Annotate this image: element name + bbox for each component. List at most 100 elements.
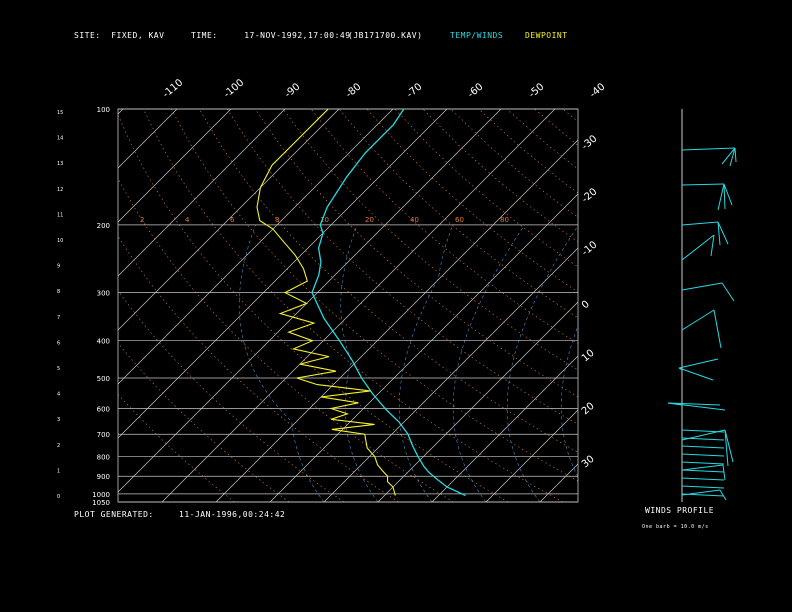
isotherm-line xyxy=(594,109,792,502)
wind-barb xyxy=(681,469,725,473)
dry-adiabat xyxy=(118,177,454,502)
height-km-label: 0 xyxy=(57,494,60,500)
dry-adiabat xyxy=(394,109,578,268)
wind-barb-feather xyxy=(713,309,722,349)
wind-barb xyxy=(681,234,715,261)
dry-adiabat xyxy=(118,235,399,502)
wind-barb xyxy=(681,485,725,489)
height-km-label: 8 xyxy=(57,289,60,295)
isotherm-line xyxy=(118,109,394,385)
height-km-label: 14 xyxy=(57,136,63,142)
wind-barb xyxy=(681,282,723,291)
temp-right-label: 30 xyxy=(580,454,597,471)
wind-barb xyxy=(681,309,715,331)
wind-barb-feather xyxy=(710,234,715,257)
temp-top-label: -80 xyxy=(344,81,364,100)
isotherm-line xyxy=(269,193,578,502)
time-label: TIME: xyxy=(191,31,218,40)
dry-adiabat xyxy=(450,109,578,218)
wind-barb-feather xyxy=(717,221,729,245)
wind-barb-feather xyxy=(717,183,725,211)
pressure-tick-label: 900 xyxy=(97,473,110,481)
temp-top-label: -100 xyxy=(222,77,246,100)
time-value: 17-NOV-1992,17:00:49 xyxy=(244,31,351,40)
temp-top-label: -50 xyxy=(527,81,547,100)
isotherm-line xyxy=(161,109,556,502)
height-km-label: 10 xyxy=(57,238,63,244)
pressure-tick-label: 400 xyxy=(97,338,110,346)
wind-barb-feather xyxy=(724,429,729,467)
pressure-tick-label: 1000 xyxy=(92,491,110,499)
wind-barb xyxy=(681,429,725,433)
dry-adiabat xyxy=(282,109,578,371)
isotherm-line xyxy=(485,409,578,502)
height-km-label: 11 xyxy=(57,212,63,218)
plot-frame xyxy=(117,108,579,503)
mixing-ratio-label: 80 xyxy=(500,216,509,224)
wind-barb xyxy=(681,221,719,226)
legend-temp-winds: TEMP/WINDS xyxy=(450,31,504,40)
moist-adiabat xyxy=(452,224,525,502)
height-km-label: 6 xyxy=(57,340,60,346)
dry-adiabat xyxy=(422,109,578,243)
dry-adiabat xyxy=(338,109,578,319)
isotherm-line xyxy=(118,109,286,277)
site-label: SITE: xyxy=(74,31,101,40)
temp-right-label: -10 xyxy=(580,239,600,258)
temperature-line xyxy=(311,108,466,497)
pressure-tick-label: 700 xyxy=(97,431,110,439)
pressure-tick-label: 100 xyxy=(97,106,110,114)
temp-top-label: -90 xyxy=(283,81,303,100)
file-name: (JB171700.KAV) xyxy=(348,31,423,40)
wind-barb xyxy=(681,147,736,151)
wind-barb xyxy=(681,461,725,465)
wind-barb xyxy=(681,493,725,497)
wind-barb-feather xyxy=(722,464,726,481)
temp-right-label: -20 xyxy=(580,186,600,205)
isotherm-line xyxy=(431,355,578,502)
dry-adiabat xyxy=(619,109,792,502)
wind-barb-feather xyxy=(719,489,727,501)
dry-adiabat xyxy=(534,109,578,146)
winds-profile-note: One barb = 10.0 m/s xyxy=(642,524,709,530)
temp-right-label: -30 xyxy=(580,133,600,152)
temp-right-label: 10 xyxy=(580,348,597,365)
isotherm-line xyxy=(323,247,578,502)
dry-adiabat xyxy=(562,109,578,122)
wind-barb xyxy=(681,464,724,471)
dry-adiabat xyxy=(171,109,578,482)
isotherm-line xyxy=(118,109,340,331)
wind-barb-feather xyxy=(729,147,736,167)
dry-adiabat xyxy=(198,109,578,453)
height-km-label: 1 xyxy=(57,468,60,474)
plot-generated-label: PLOT GENERATED: xyxy=(74,510,154,519)
dry-adiabat xyxy=(118,290,345,502)
wind-barb xyxy=(681,183,725,186)
height-km-label: 5 xyxy=(57,366,60,372)
height-km-label: 3 xyxy=(57,417,60,423)
mixing-ratio-label: 6 xyxy=(230,216,235,224)
wind-barb-feather xyxy=(734,147,737,163)
dry-adiabat xyxy=(591,109,792,502)
isotherm-line xyxy=(118,109,502,493)
wind-barb-feather xyxy=(721,282,735,302)
wind-barb xyxy=(681,445,725,449)
isotherm-line xyxy=(118,109,124,115)
isotherm-line xyxy=(215,139,578,502)
dry-adiabat xyxy=(118,393,235,502)
mixing-ratio-label: 4 xyxy=(185,216,190,224)
mixing-ratio-label: 60 xyxy=(455,216,464,224)
wind-barb-feather xyxy=(723,183,726,210)
dry-adiabat xyxy=(506,109,578,170)
wind-barb-feather xyxy=(678,358,719,369)
mixing-ratio-label: 40 xyxy=(410,216,419,224)
winds-profile-title: WINDS PROFILE xyxy=(645,506,715,515)
dry-adiabat xyxy=(478,109,578,194)
wind-barb-feather xyxy=(724,429,734,463)
wind-barb-feather xyxy=(667,402,721,406)
pressure-tick-label: 300 xyxy=(97,290,110,298)
wind-barb-feather xyxy=(723,183,733,206)
isotherm-line xyxy=(648,109,792,502)
wind-barb-feather xyxy=(721,147,736,165)
